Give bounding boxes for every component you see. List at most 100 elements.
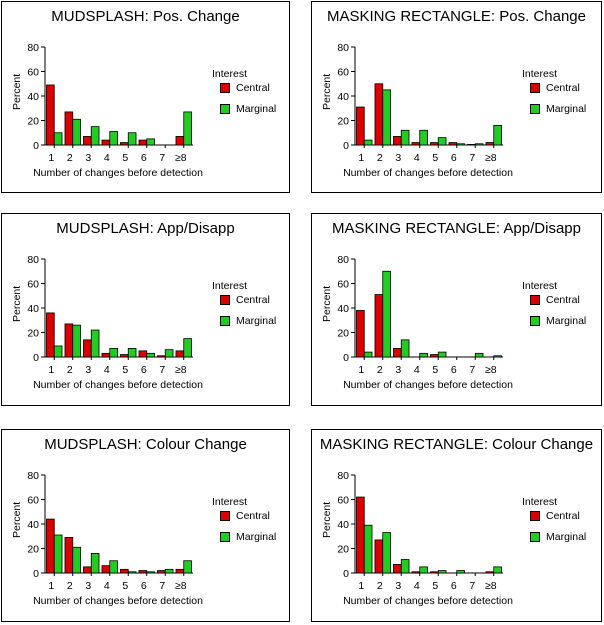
y-tick-label: 40 (337, 91, 349, 103)
legend-label-marginal: Marginal (546, 315, 587, 327)
legend-label-central: Central (546, 82, 580, 94)
bar-central-3 (393, 348, 402, 358)
x-tick-label: 6 (451, 152, 457, 164)
x-tick-label: 5 (432, 152, 438, 164)
x-tick-label: 5 (122, 364, 128, 376)
chart-title: MASKING RECTANGLE: Pos. Change (327, 8, 586, 25)
x-tick-label: 5 (122, 152, 128, 164)
x-tick-label: 1 (48, 580, 54, 592)
bar-central-2 (374, 539, 384, 574)
bar-marginal-2 (382, 270, 391, 358)
x-tick-label: 2 (377, 152, 383, 164)
bar-central-4 (411, 142, 421, 146)
bar-chart: 0 20 40 60 80 1 2 3 4 5 6 7 ≥8 (337, 254, 503, 376)
x-tick-label: 2 (67, 580, 73, 592)
y-tick-label: 40 (337, 303, 349, 315)
bar-central-6 (138, 139, 148, 146)
legend-item-marginal: Marginal (220, 315, 276, 327)
bar-central-3 (393, 564, 402, 574)
x-axis-label: Number of changes before detection (33, 379, 203, 391)
y-tick-label: 60 (27, 495, 39, 507)
bar-marginal-3 (90, 126, 100, 146)
bar-central-5 (120, 354, 129, 358)
legend-swatch-central (530, 295, 540, 305)
bar-central-4 (101, 352, 111, 358)
x-tick-label: 1 (358, 364, 364, 376)
x-tick-label: 7 (159, 364, 165, 376)
bar-central-5 (430, 571, 439, 574)
bar-central-1 (46, 312, 55, 358)
y-tick-label: 40 (337, 519, 349, 531)
x-tick-label: 2 (67, 152, 73, 164)
bar-central-1 (356, 310, 365, 358)
y-tick-label: 40 (27, 303, 39, 315)
bar-central-1 (356, 496, 365, 574)
x-tick-label: 6 (141, 580, 147, 592)
x-tick-label: 2 (377, 580, 383, 592)
bar-central-1 (46, 84, 55, 146)
legend-label-marginal: Marginal (546, 103, 587, 115)
x-tick-label: 1 (48, 364, 54, 376)
legend-swatch-marginal (530, 532, 540, 542)
y-tick-label: 60 (27, 67, 39, 79)
x-tick-label: 7 (469, 152, 475, 164)
legend-swatch-central (220, 83, 230, 93)
x-axis-label: Number of changes before detection (33, 167, 203, 179)
y-tick-label: 80 (27, 470, 39, 482)
bar-marginal-7 (164, 568, 174, 574)
legend-item-central: Central (220, 82, 270, 94)
bar-marginal-3 (400, 339, 410, 358)
legend-item-central: Central (220, 510, 270, 522)
x-tick-label: 4 (414, 152, 420, 164)
legend-title: Interest (522, 68, 558, 80)
x-axis-label: Number of changes before detection (343, 595, 513, 607)
x-tick-label: 5 (432, 364, 438, 376)
y-tick-label: 80 (337, 42, 349, 54)
x-tick-label: 3 (85, 152, 91, 164)
legend-swatch-marginal (220, 532, 230, 542)
bar-central-3 (83, 566, 92, 574)
bar-marginal-2 (72, 546, 81, 574)
y-tick-label: 20 (337, 116, 349, 128)
legend-label-central: Central (236, 82, 270, 94)
bar-marginal-8 (183, 338, 192, 358)
x-tick-label: 6 (141, 364, 147, 376)
legend-item-central: Central (530, 510, 580, 522)
legend-swatch-marginal (220, 104, 230, 114)
y-tick-label: 80 (337, 470, 349, 482)
x-tick-label: 5 (122, 580, 128, 592)
bar-central-2 (374, 83, 384, 146)
bar-central-7 (157, 355, 166, 358)
bar-central-2 (64, 111, 74, 146)
legend-swatch-central (530, 83, 540, 93)
bar-central-8 (175, 568, 185, 574)
bar-marginal-6 (146, 571, 155, 574)
legend-label-marginal: Marginal (546, 531, 587, 543)
legend-title: Interest (212, 68, 248, 80)
bar-marginal-3 (90, 553, 100, 574)
chart-title: MUDSPLASH: Pos. Change (51, 8, 240, 25)
x-tick-label: 3 (395, 364, 401, 376)
bar-central-8 (485, 571, 495, 574)
bar-marginal-2 (382, 532, 391, 574)
x-tick-label: 1 (358, 152, 364, 164)
x-axis-label: Number of changes before detection (343, 379, 513, 391)
legend-swatch-central (220, 295, 230, 305)
legend-label-marginal: Marginal (236, 315, 277, 327)
x-tick-label: ≥8 (175, 152, 187, 164)
bar-marginal-1 (363, 351, 373, 358)
bar-chart: 0 20 40 60 80 1 2 3 4 5 6 7 ≥8 (337, 42, 503, 164)
chart-title: MASKING RECTANGLE: App/Disapp (332, 220, 581, 237)
legend-label-central: Central (546, 510, 580, 522)
y-tick-label: 40 (27, 91, 39, 103)
y-tick-label: 20 (337, 544, 349, 556)
bar-marginal-4 (419, 566, 428, 574)
legend-label-central: Central (236, 510, 270, 522)
x-axis-label: Number of changes before detection (33, 595, 203, 607)
legend-item-marginal: Marginal (220, 103, 276, 115)
bar-marginal-5 (127, 571, 137, 574)
bar-marginal-8 (183, 111, 192, 146)
x-axis-label: Number of changes before detection (343, 167, 513, 179)
y-tick-label: 80 (27, 42, 39, 54)
bar-central-7 (157, 570, 166, 574)
